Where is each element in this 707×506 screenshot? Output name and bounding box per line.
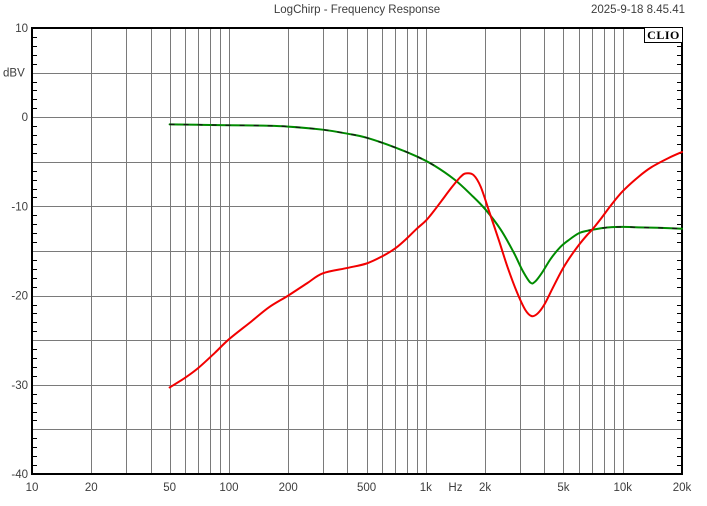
x-tick-label: 5k (557, 482, 569, 494)
y-axis-unit-label: dBV (3, 68, 25, 80)
page-title: LogChirp - Frequency Response (273, 4, 441, 16)
x-tick-label: 20 (85, 482, 98, 494)
y-tick-label: -30 (11, 380, 28, 392)
x-tick-label: 2k (479, 482, 491, 494)
y-tick-label: 0 (22, 112, 28, 124)
x-axis-unit-label: Hz (448, 482, 462, 494)
x-tick-label: 10 (26, 482, 39, 494)
x-tick-label: 20k (673, 482, 692, 494)
x-tick-label: 500 (357, 482, 376, 494)
x-tick-label: 10k (613, 482, 632, 494)
plot-frame (31, 27, 683, 475)
y-tick-label: -10 (11, 201, 28, 213)
x-tick-label: 100 (219, 482, 238, 494)
y-tick-label: -40 (11, 469, 28, 481)
x-tick-label: 200 (279, 482, 298, 494)
y-tick-label: 10 (15, 23, 28, 35)
x-tick-label: 1k (420, 482, 432, 494)
green-response-dashed-overlay (169, 123, 435, 166)
y-tick-label: -20 (11, 291, 28, 303)
timestamp: 2025-9-18 8.45.41 (591, 4, 685, 16)
clio-logo: CLIO (644, 28, 682, 43)
chart-header: LogChirp - Frequency Response 2025-9-18 … (0, 0, 707, 22)
x-tick-label: 50 (163, 482, 176, 494)
red-response-curve (168, 150, 683, 389)
green-response-curve (168, 123, 683, 285)
